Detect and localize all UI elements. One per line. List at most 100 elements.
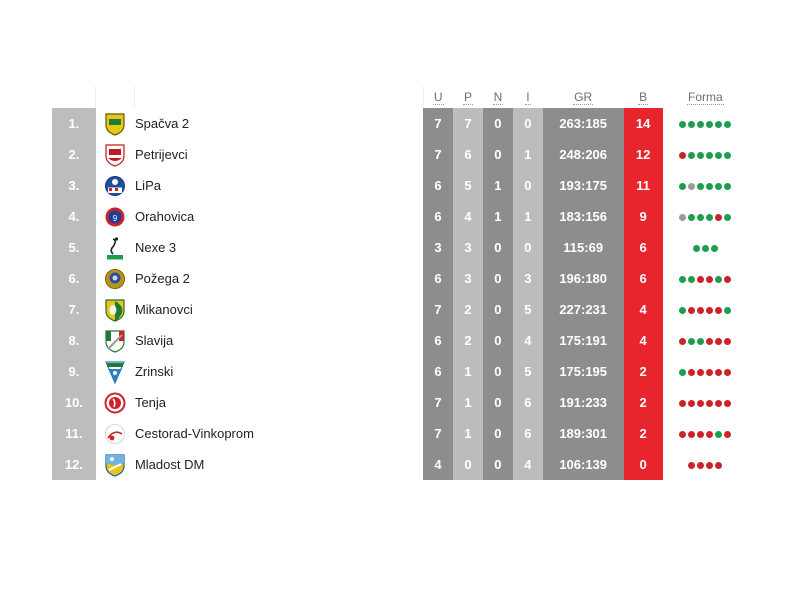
stat-won: 3 (452, 232, 483, 263)
form-dot-w (715, 182, 723, 190)
team-name[interactable]: Cestorad-Vinkoprom (134, 418, 424, 449)
stat-goals: 191:233 (542, 387, 624, 418)
form-dot-l (688, 399, 696, 407)
stat-points: 2 (623, 356, 663, 387)
stat-points: 4 (623, 294, 663, 325)
table-row[interactable]: 6. Požega 2 6 3 0 3 196:180 6 (52, 263, 748, 294)
form-dot-w (710, 244, 718, 252)
form-dot-l (724, 430, 732, 438)
stat-drawn: 0 (482, 232, 513, 263)
header-drawn[interactable]: N (482, 86, 513, 108)
team-name[interactable]: Orahovica (134, 201, 424, 232)
table-row[interactable]: 9. Zrinski 6 1 0 5 175:195 2 (52, 356, 748, 387)
table-row[interactable]: 11. Cestorad-Vinkoprom 7 1 0 6 189:301 2 (52, 418, 748, 449)
stat-points: 14 (623, 108, 663, 139)
table-row[interactable]: 10. Tenja 7 1 0 6 191:233 2 (52, 387, 748, 418)
table-row[interactable]: 7. Mikanovci 7 2 0 5 227:231 4 (52, 294, 748, 325)
stat-lost: 4 (512, 449, 543, 480)
form-dot-l (679, 399, 687, 407)
table-body: 1. Spačva 2 7 7 0 0 263:185 14 2. Petrijevci 7 6 0 1 2… (52, 108, 748, 480)
form-dot-l (724, 368, 732, 376)
team-name[interactable]: Mladost DM (134, 449, 424, 480)
stat-points: 2 (623, 418, 663, 449)
table-row[interactable]: 1. Spačva 2 7 7 0 0 263:185 14 (52, 108, 748, 139)
stat-lost: 5 (512, 356, 543, 387)
table-row[interactable]: 12. Mladost DM 4 0 0 4 106:139 0 (52, 449, 748, 480)
stat-lost: 6 (512, 418, 543, 449)
row-rank: 3. (52, 170, 96, 201)
team-name[interactable]: Tenja (134, 387, 424, 418)
row-rank: 1. (52, 108, 96, 139)
form-dot-w (724, 120, 732, 128)
stat-points: 12 (623, 139, 663, 170)
row-rank: 4. (52, 201, 96, 232)
form-cell (662, 201, 748, 232)
team-logo: 9 (95, 201, 135, 232)
team-name[interactable]: Nexe 3 (134, 232, 424, 263)
stat-played: 7 (423, 139, 453, 170)
row-rank: 12. (52, 449, 96, 480)
stat-goals: 115:69 (542, 232, 624, 263)
team-name[interactable]: Zrinski (134, 356, 424, 387)
table-row[interactable]: 5. Nexe 3 3 3 0 0 115:69 6 (52, 232, 748, 263)
header-lost-label: I (525, 89, 531, 105)
table-row[interactable]: 8. Slavija 6 2 0 4 175:191 4 (52, 325, 748, 356)
team-name[interactable]: Spačva 2 (134, 108, 424, 139)
stat-won: 6 (452, 139, 483, 170)
table-row[interactable]: 2. Petrijevci 7 6 0 1 248:206 12 (52, 139, 748, 170)
form-dot-l (724, 275, 732, 283)
form-cell (662, 356, 748, 387)
header-won-label: P (462, 89, 473, 105)
stat-lost: 0 (512, 232, 543, 263)
form-dot-w (706, 182, 714, 190)
header-goals[interactable]: GR (542, 86, 624, 108)
stat-points: 4 (623, 325, 663, 356)
header-lost[interactable]: I (512, 86, 543, 108)
form-dot-l (697, 306, 705, 314)
row-rank: 2. (52, 139, 96, 170)
header-won[interactable]: P (452, 86, 483, 108)
team-name[interactable]: Slavija (134, 325, 424, 356)
row-rank: 9. (52, 356, 96, 387)
form-dot-l (679, 337, 687, 345)
team-name[interactable]: Mikanovci (134, 294, 424, 325)
header-form[interactable]: Forma (662, 86, 748, 108)
form-dot-l (715, 337, 723, 345)
stat-goals: 227:231 (542, 294, 624, 325)
form-cell (662, 294, 748, 325)
stat-played: 7 (423, 418, 453, 449)
table-row[interactable]: 3. LiPa 6 5 1 0 193:175 11 (52, 170, 748, 201)
stat-played: 6 (423, 170, 453, 201)
stat-lost: 3 (512, 263, 543, 294)
form-cell (662, 325, 748, 356)
form-dot-l (688, 430, 696, 438)
standings-table-container: U P N I GR B Forma 1. Spačva 2 7 7 0 0 263:185… (52, 86, 748, 480)
stat-drawn: 0 (482, 387, 513, 418)
stat-drawn: 0 (482, 449, 513, 480)
header-points[interactable]: B (623, 86, 663, 108)
stat-won: 1 (452, 387, 483, 418)
form-dot-l (679, 430, 687, 438)
team-logo (95, 356, 135, 387)
header-played[interactable]: U (423, 86, 453, 108)
stat-played: 7 (423, 387, 453, 418)
header-row: U P N I GR B Forma (52, 86, 748, 108)
form-dot-w (715, 120, 723, 128)
form-dot-l (715, 399, 723, 407)
form-dot-w (688, 275, 696, 283)
team-name[interactable]: Požega 2 (134, 263, 424, 294)
header-logo (95, 86, 136, 108)
stat-drawn: 0 (482, 139, 513, 170)
form-cell (662, 139, 748, 170)
form-dot-w (724, 306, 732, 314)
form-dot-d (679, 213, 687, 221)
team-name[interactable]: Petrijevci (134, 139, 424, 170)
team-name[interactable]: LiPa (134, 170, 424, 201)
stat-goals: 248:206 (542, 139, 624, 170)
form-dot-w (688, 151, 696, 159)
header-points-label: B (638, 89, 649, 105)
header-played-label: U (432, 89, 444, 105)
stat-won: 2 (452, 325, 483, 356)
form-dot-l (715, 306, 723, 314)
table-row[interactable]: 4. 9 Orahovica 6 4 1 1 183:156 9 (52, 201, 748, 232)
